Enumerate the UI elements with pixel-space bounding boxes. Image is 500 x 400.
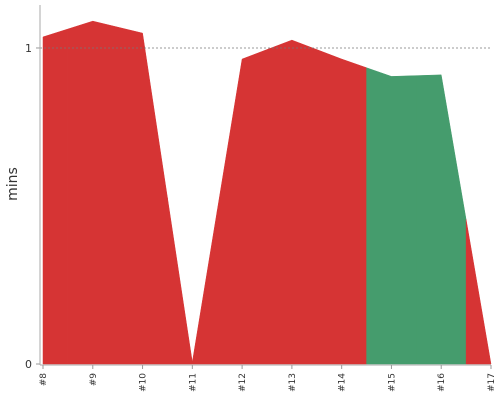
x-tick-label: #10 (139, 373, 149, 392)
area-segment (465, 219, 492, 365)
y-axis-label: mins (5, 167, 21, 201)
x-tick-label: #8 (39, 373, 49, 387)
area-segment (316, 49, 367, 365)
x-tick-label: #9 (89, 373, 99, 387)
area-segment (67, 20, 118, 365)
area-segment (216, 49, 268, 365)
y-tick-label: 1 (25, 42, 32, 55)
x-tick-label: #11 (188, 373, 198, 392)
area-segment (167, 197, 218, 365)
x-tick-label: #16 (437, 373, 447, 392)
x-tick-label: #12 (238, 373, 248, 392)
area-segment (416, 74, 467, 365)
area-segment (366, 67, 417, 365)
area-segment (266, 39, 318, 365)
x-tick-label: #15 (387, 373, 397, 392)
x-tick-label: #14 (338, 373, 348, 392)
x-tick-label: #13 (288, 373, 298, 392)
area-segment (117, 26, 168, 365)
area-segment (42, 28, 69, 365)
x-tick-label: #17 (487, 373, 497, 392)
y-tick-label: 0 (25, 358, 32, 371)
